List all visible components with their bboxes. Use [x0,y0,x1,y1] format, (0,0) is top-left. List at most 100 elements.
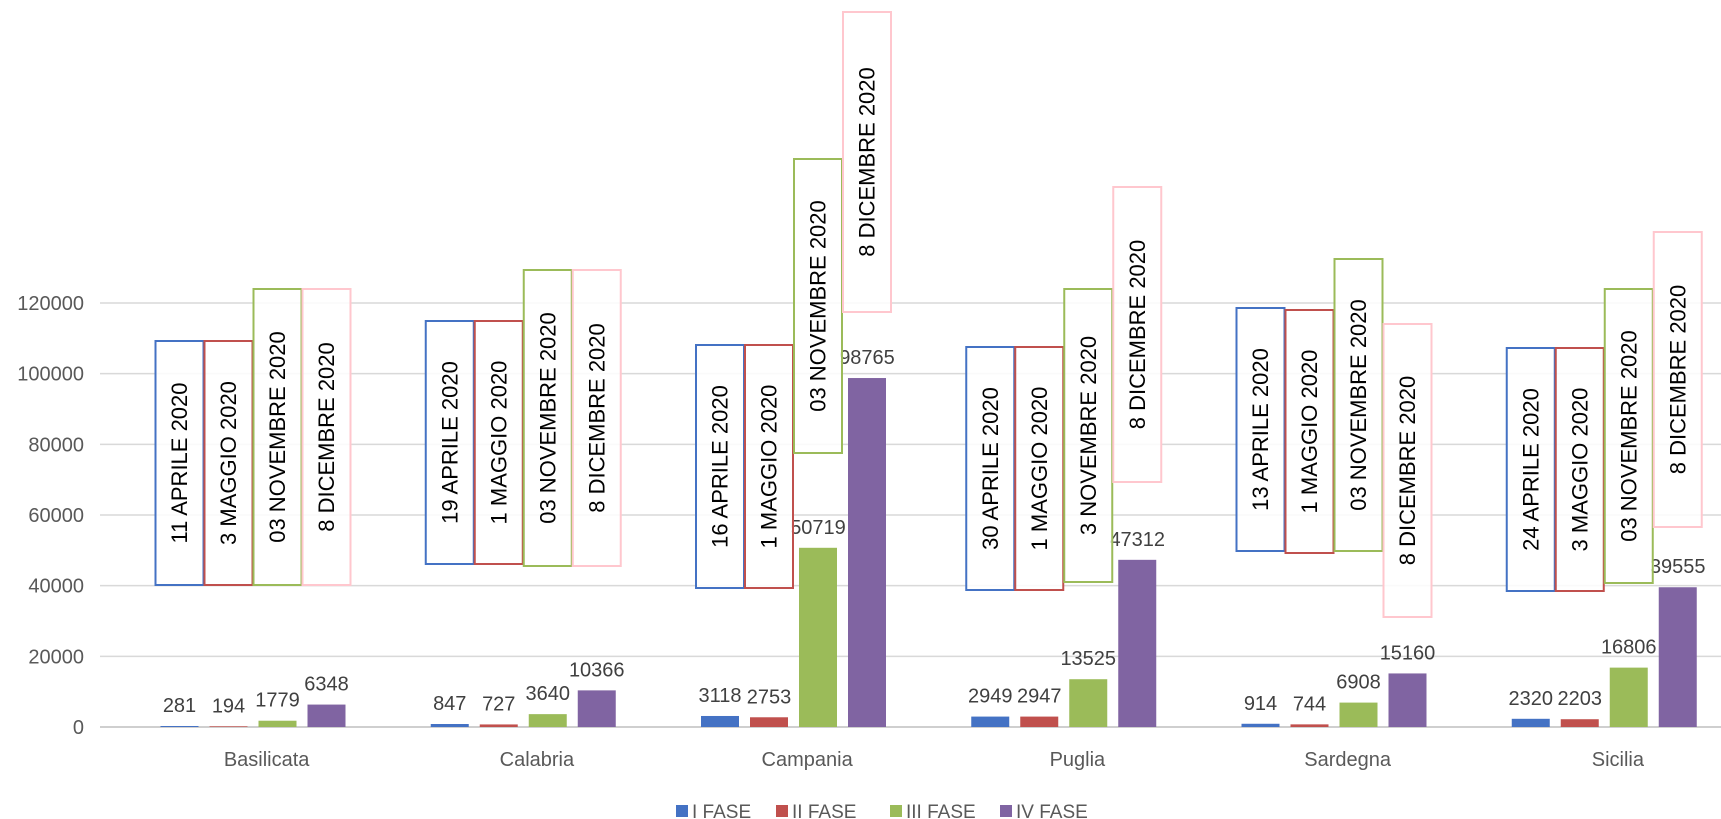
bar [1560,719,1599,727]
data-label: 3118 [698,685,741,707]
date-annotation-box [1554,347,1605,592]
date-annotation-label: 24 APRILE 2020 [1518,388,1543,551]
legend-label: III FASE [906,802,976,819]
data-label: 15160 [1380,642,1436,664]
bar [430,724,469,727]
y-tick-label: 80000 [28,434,84,456]
legend-label: I FASE [692,802,751,819]
bar [1339,702,1378,727]
data-label: 47312 [1109,529,1165,551]
date-annotation-box [1333,258,1384,552]
bar [307,704,346,727]
date-annotation-box [1014,346,1065,591]
date-annotation-box [252,288,303,586]
y-tick-label: 120000 [17,293,84,315]
data-label: 6348 [304,674,349,696]
date-annotation-label: 3 NOVEMBRE 2020 [1076,336,1101,535]
data-label: 10366 [569,659,625,681]
bar [209,726,248,727]
bar [160,726,199,727]
bar [1118,559,1157,727]
bar [799,547,837,727]
data-label: 2753 [747,686,792,708]
bar [1290,724,1329,727]
legend-label: IV FASE [1016,802,1088,819]
date-annotation-box [1112,186,1163,483]
date-annotation-label: 1 MAGGIO 2020 [486,361,511,525]
date-annotation-label: 8 DICEMBRE 2020 [1125,240,1150,430]
category-label: Sicilia [1592,749,1645,771]
category-label: Campania [762,749,854,771]
data-label: 2203 [1558,688,1603,710]
date-annotation-box [1505,347,1556,592]
date-annotation-box [1382,323,1433,618]
bar [848,378,886,727]
data-label: 39555 [1650,556,1706,578]
bar [1511,718,1550,727]
date-annotation-label: 1 MAGGIO 2020 [1297,350,1322,514]
date-annotation-label: 8 DICEMBRE 2020 [855,67,880,257]
data-label: 744 [1293,693,1326,715]
date-annotation-label: 03 NOVEMBRE 2020 [806,200,831,412]
date-annotation-box [744,344,794,589]
bar [971,716,1010,727]
data-label: 2320 [1509,688,1554,710]
bar [1388,673,1427,727]
date-annotation-label: 03 NOVEMBRE 2020 [1346,299,1371,511]
y-tick-label: 40000 [28,576,84,598]
bar [1609,667,1648,727]
date-annotation-label: 3 MAGGIO 2020 [216,381,241,545]
y-tick-label: 60000 [28,505,84,527]
legend-swatch [890,805,902,817]
date-annotation-box [203,340,254,586]
date-annotation-label: 30 APRILE 2020 [978,387,1003,550]
bar [750,717,788,727]
bar [528,714,567,727]
data-label: 914 [1244,693,1277,715]
data-label: 281 [163,695,196,717]
date-annotation-box [842,11,892,313]
date-annotation-box [571,269,622,567]
date-annotation-box [473,320,524,565]
date-annotation-label: 03 NOVEMBRE 2020 [535,312,560,524]
date-annotation-label: 03 NOVEMBRE 2020 [1616,330,1641,542]
bar [258,720,297,727]
category-label: Calabria [500,749,575,771]
data-label: 3640 [526,683,571,705]
bar [1020,716,1059,727]
data-label: 13525 [1060,648,1116,670]
bar [479,724,518,727]
data-label: 194 [212,695,245,717]
category-label: Sardegna [1304,749,1392,771]
bar [1069,679,1108,727]
data-label: 2949 [968,686,1013,708]
date-annotation-label: 8 DICEMBRE 2020 [314,342,339,532]
data-label: 50719 [790,517,846,539]
legend-swatch [676,805,688,817]
data-label: 2947 [1017,686,1062,708]
date-annotation-label: 13 APRILE 2020 [1248,348,1273,511]
date-annotation-box [1652,231,1703,528]
category-label: Puglia [1050,749,1106,771]
legend-swatch [1000,805,1012,817]
y-tick-label: 100000 [17,364,84,386]
date-annotation-label: 11 APRILE 2020 [167,382,192,543]
date-annotation-label: 1 MAGGIO 2020 [1027,387,1052,551]
date-annotation-box [695,344,745,589]
data-label: 1779 [255,690,300,712]
date-annotation-label: 03 NOVEMBRE 2020 [265,331,290,543]
y-tick-label: 0 [73,717,84,739]
legend-swatch [776,805,788,817]
date-annotation-box [1603,288,1654,584]
date-annotation-label: 19 APRILE 2020 [437,361,462,524]
date-annotation-label: 16 APRILE 2020 [708,385,733,548]
date-annotation-box [965,346,1016,591]
y-tick-label: 20000 [28,646,84,668]
date-annotation-label: 8 DICEMBRE 2020 [1665,285,1690,475]
data-label: 847 [433,693,466,715]
date-annotation-box [793,158,843,454]
date-annotation-box [1235,307,1286,552]
date-annotation-label: 1 MAGGIO 2020 [757,385,782,549]
bar [1241,723,1280,727]
